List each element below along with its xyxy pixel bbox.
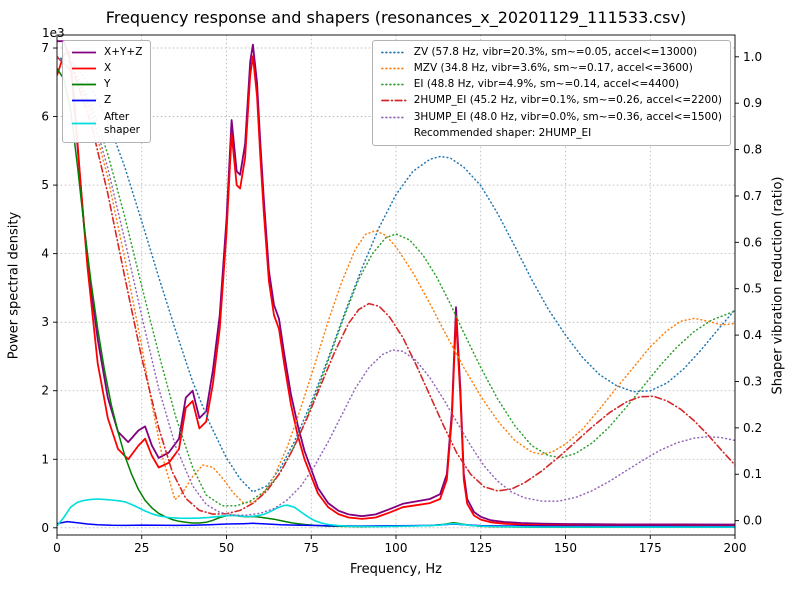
legend-item: MZV (34.8 Hz, vibr=3.6%, sm~=0.17, accel… — [380, 62, 722, 75]
tick-label: 75 — [304, 541, 319, 555]
tick-label: 0.9 — [743, 96, 762, 110]
curve-ei — [57, 56, 735, 507]
tick-label: 25 — [134, 541, 149, 555]
legend-psd: X+Y+Z X Y Z After shaper — [62, 40, 152, 143]
left-axis-offset-text: 1e3 — [42, 26, 65, 40]
legend-line-sample — [72, 51, 96, 54]
legend-item-label: X+Y+Z — [104, 46, 143, 58]
legend-line-sample — [72, 67, 96, 70]
legend-item: Recommended shaper: 2HUMP_EI — [381, 127, 722, 140]
legend-item: After shaper — [71, 111, 142, 137]
tick-label: 0.0 — [743, 514, 762, 528]
legend-item-label: X — [104, 62, 112, 75]
tick-label: 50 — [219, 541, 234, 555]
tick-label: 200 — [724, 541, 747, 555]
tick-label: 0.5 — [743, 282, 762, 296]
legend-item-label: After shaper — [104, 110, 141, 136]
legend-item: X+Y+Z — [71, 46, 142, 59]
x-axis-label: Frequency, Hz — [349, 562, 443, 577]
legend-line-sample — [380, 51, 407, 54]
axis-ticks: 0 25 50 75 100 125 150 175 200 0 1 2 3 4 5 6 7 0.0 0.1 0.2 0… — [41, 41, 762, 555]
legend-line-sample — [380, 100, 407, 102]
legend-item: X — [71, 62, 142, 75]
tick-label: 100 — [385, 541, 408, 555]
tick-label: 0.1 — [743, 467, 762, 481]
tick-label: 150 — [554, 541, 577, 555]
tick-label: 0.8 — [743, 143, 762, 157]
curve-x-y-z — [57, 40, 735, 526]
left-axis-label: Power spectral density — [6, 211, 22, 360]
tick-label: 5 — [41, 178, 49, 192]
tick-label: 0.3 — [743, 374, 762, 388]
legend-line-sample — [72, 83, 96, 86]
legend-item-label: 3HUMP_EI (48.0 Hz, vibr=0.0%, sm~=0.36, … — [413, 110, 722, 123]
tick-label: 0.2 — [743, 421, 762, 435]
legend-item-label: 2HUMP_EI (45.2 Hz, vibr=0.1%, sm~=0.26, … — [413, 94, 722, 107]
right-axis-label: Shaper vibration reduction (ratio) — [770, 176, 786, 395]
legend-sample-spacer — [381, 131, 407, 136]
tick-label: 1.0 — [743, 50, 762, 64]
legend-item-label: ZV (57.8 Hz, vibr=20.3%, sm~=0.05, accel… — [413, 46, 698, 58]
legend-item-label: MZV (34.8 Hz, vibr=3.6%, sm~=0.17, accel… — [413, 62, 693, 75]
legend-item: 2HUMP_EI (45.2 Hz, vibr=0.1%, sm~=0.26, … — [380, 94, 722, 107]
tick-label: 0 — [53, 541, 61, 555]
chart-title: Frequency response and shapers (resonanc… — [105, 8, 687, 27]
legend-line-sample — [380, 67, 407, 70]
curve-2hump-ei — [57, 55, 735, 515]
legend-line-sample — [72, 100, 96, 102]
tick-label: 1 — [41, 452, 49, 466]
curve-3hump-ei — [57, 56, 735, 516]
legend-line-sample — [380, 83, 407, 86]
tick-label: 0.7 — [743, 189, 762, 203]
legend-item: ZV (57.8 Hz, vibr=20.3%, sm~=0.05, accel… — [380, 46, 722, 59]
curve-after-shaper — [57, 498, 735, 528]
tick-label: 175 — [639, 541, 662, 555]
tick-label: 2 — [41, 384, 49, 398]
legend-shapers: ZV (57.8 Hz, vibr=20.3%, sm~=0.05, accel… — [371, 40, 731, 146]
legend-item-label: Z — [104, 94, 112, 107]
legend-line-sample — [380, 116, 407, 118]
tick-label: 4 — [41, 247, 49, 261]
psd-curves — [57, 40, 735, 528]
legend-line-sample — [72, 122, 96, 125]
shaper-curves — [57, 55, 735, 516]
tick-label: 125 — [469, 541, 492, 555]
legend-item: EI (48.8 Hz, vibr=4.9%, sm~=0.14, accel<… — [380, 78, 722, 91]
curve-z — [57, 520, 735, 528]
curve-mzv — [57, 56, 735, 504]
tick-label: 0.4 — [743, 328, 762, 342]
legend-item-label: EI (48.8 Hz, vibr=4.9%, sm~=0.14, accel<… — [413, 78, 680, 91]
legend-item: 3HUMP_EI (48.0 Hz, vibr=0.0%, sm~=0.36, … — [380, 110, 722, 124]
curve-zv — [57, 56, 735, 493]
legend-item: Z — [71, 94, 142, 107]
tick-label: 3 — [41, 315, 49, 329]
tick-label: 7 — [41, 41, 49, 55]
tick-label: 0 — [41, 521, 49, 535]
legend-item-label: Recommended shaper: 2HUMP_EI — [413, 126, 592, 139]
legend-item: Y — [71, 78, 142, 91]
legend-item-label: Y — [104, 78, 111, 91]
curve-x — [57, 50, 735, 527]
tick-label: 0.6 — [743, 235, 762, 249]
tick-label: 6 — [41, 110, 49, 124]
